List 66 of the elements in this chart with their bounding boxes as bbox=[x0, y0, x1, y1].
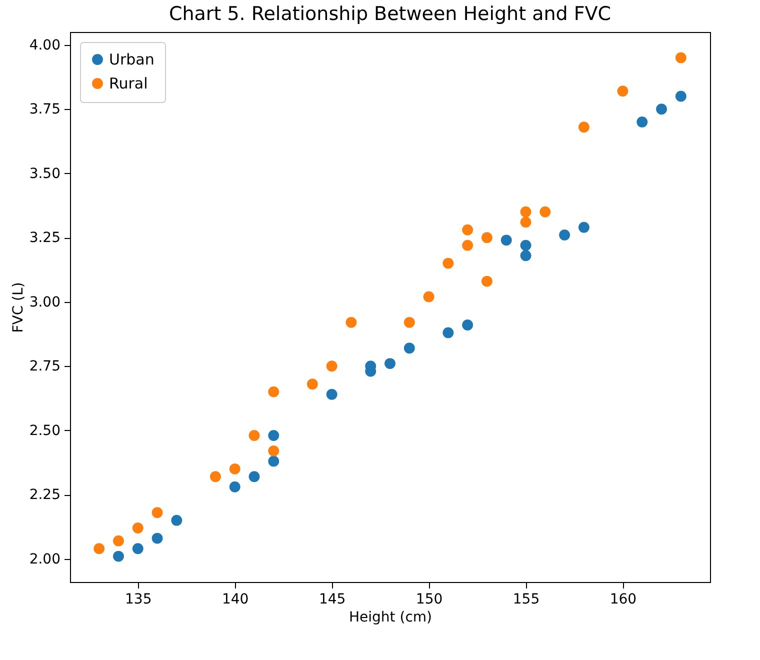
point bbox=[132, 522, 144, 534]
x-tick-label: 155 bbox=[512, 592, 540, 608]
point bbox=[268, 456, 280, 467]
y-tick-label: 3.50 bbox=[29, 166, 60, 182]
point bbox=[210, 471, 221, 482]
point bbox=[442, 258, 454, 269]
point bbox=[326, 388, 338, 400]
y-axis-title: FVC (L) bbox=[10, 282, 26, 333]
x-tick-label: 160 bbox=[610, 592, 637, 608]
point bbox=[152, 507, 163, 518]
point bbox=[617, 86, 628, 97]
point bbox=[462, 320, 474, 330]
point bbox=[384, 358, 396, 370]
point bbox=[520, 240, 532, 251]
point bbox=[520, 206, 532, 218]
point bbox=[520, 250, 532, 262]
y-tick-label: 3.75 bbox=[29, 102, 60, 118]
point bbox=[404, 316, 415, 328]
point bbox=[540, 206, 551, 218]
x-tick-label: 150 bbox=[416, 592, 443, 608]
point bbox=[306, 378, 318, 390]
x-tick-label: 145 bbox=[318, 592, 346, 608]
point bbox=[132, 543, 144, 554]
point bbox=[675, 52, 686, 64]
legend-label: Rural bbox=[109, 74, 148, 92]
y-tick-label: 4.00 bbox=[29, 37, 60, 54]
point bbox=[229, 463, 240, 474]
x-tick-label: 140 bbox=[222, 592, 249, 608]
point bbox=[559, 230, 570, 241]
point bbox=[248, 471, 260, 482]
point bbox=[113, 550, 124, 562]
point bbox=[268, 445, 280, 456]
point bbox=[152, 532, 163, 544]
point bbox=[171, 514, 182, 526]
point bbox=[520, 216, 532, 228]
x-tick-label: 135 bbox=[125, 592, 152, 608]
point bbox=[326, 360, 338, 372]
point bbox=[636, 116, 648, 128]
point bbox=[481, 232, 492, 244]
y-tick-label: 2.25 bbox=[29, 487, 60, 504]
y-tick-label: 3.25 bbox=[29, 230, 60, 246]
y-tick-label: 2.00 bbox=[29, 551, 60, 568]
x-axis-title: Height (cm) bbox=[349, 610, 432, 626]
y-tick-label: 3.00 bbox=[29, 294, 60, 310]
point bbox=[481, 276, 492, 287]
point bbox=[113, 535, 124, 546]
point bbox=[229, 481, 240, 492]
legend-label: Urban bbox=[109, 50, 154, 68]
chart-title: Chart 5. Relationship Between Height and FVC bbox=[168, 3, 612, 25]
point bbox=[346, 316, 357, 328]
point bbox=[404, 342, 415, 354]
point bbox=[94, 543, 105, 554]
point bbox=[268, 386, 280, 398]
point bbox=[578, 222, 590, 233]
point bbox=[442, 327, 454, 338]
point bbox=[656, 104, 667, 115]
point bbox=[248, 430, 260, 441]
point bbox=[462, 240, 474, 251]
point bbox=[423, 291, 434, 302]
point bbox=[462, 224, 474, 236]
point bbox=[268, 430, 280, 441]
y-tick-label: 2.50 bbox=[29, 422, 60, 439]
point bbox=[578, 122, 590, 133]
point bbox=[675, 90, 686, 102]
point bbox=[500, 234, 512, 246]
y-tick-label: 2.75 bbox=[29, 358, 60, 375]
